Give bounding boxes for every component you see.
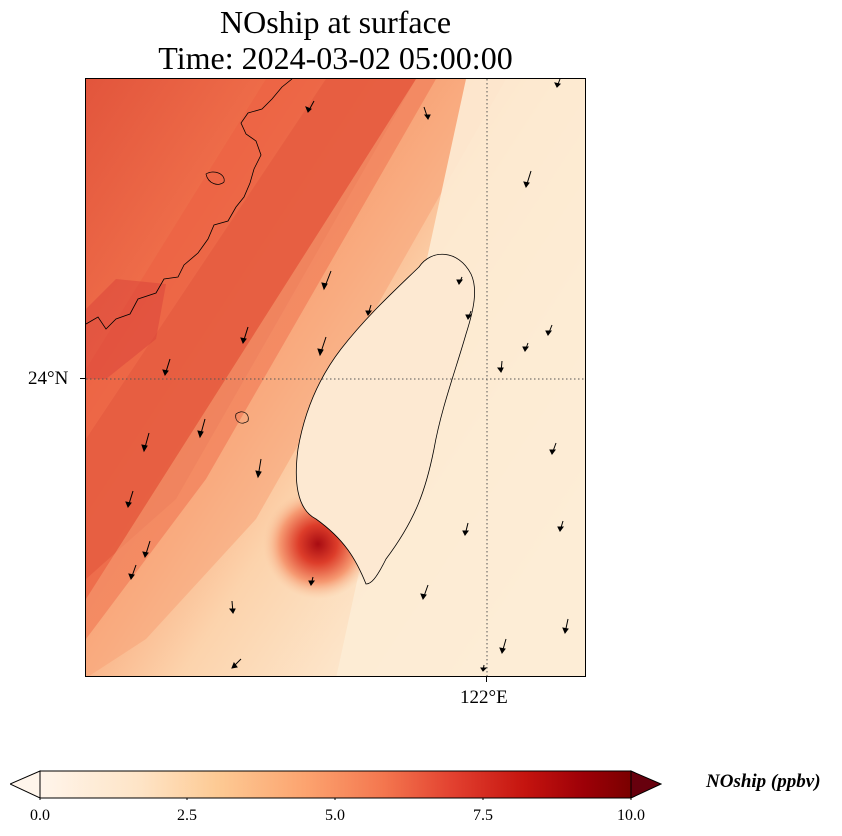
wind-arrow [423, 106, 431, 120]
wind-arrow [365, 304, 372, 316]
wind-arrow [142, 540, 151, 559]
colorbar-tick-label: 2.5 [177, 807, 197, 824]
colorbar-tick-label: 10.0 [617, 807, 645, 824]
map-panel [85, 78, 586, 677]
colorbar-tick-label: 0.0 [30, 807, 50, 824]
wind-arrow [465, 310, 472, 320]
wind-arrow [197, 418, 206, 439]
lon-tick [486, 677, 487, 682]
wind-arrow [545, 324, 553, 336]
colorbar [10, 770, 662, 800]
colorbar-body [39, 770, 632, 799]
wind-arrow [162, 358, 171, 377]
lon-label: 122°E [460, 687, 508, 708]
wind-arrow [229, 600, 236, 614]
wind-arrow [321, 270, 332, 291]
wind-arrow [499, 638, 507, 655]
wind-arrow [305, 100, 315, 113]
wind-arrow [125, 490, 134, 509]
wind-arrow [462, 522, 469, 536]
wind-arrow [128, 564, 137, 581]
wind-vectors [125, 79, 569, 672]
wind-arrow [497, 360, 504, 373]
title-line-1: NOship at surface [219, 4, 452, 40]
plume-patch [86, 279, 166, 379]
wind-arrow [557, 520, 564, 532]
wind-arrow [308, 576, 315, 586]
plume-edge [86, 79, 506, 676]
wind-arrow [141, 432, 150, 453]
plume-core [86, 79, 416, 579]
colorbar-label: NOship (ppbv) [706, 771, 821, 792]
penghu-islands [235, 411, 249, 424]
mainland-coastline [86, 79, 293, 330]
wind-arrow [317, 336, 327, 357]
colorbar-tick-label: 5.0 [325, 807, 345, 824]
map-title: NOship at surface Time: 2024-03-02 05:00… [85, 4, 586, 76]
wind-arrow [549, 442, 557, 455]
wind-arrow [554, 79, 562, 88]
wind-arrow [523, 170, 532, 189]
wind-arrow [480, 664, 488, 672]
wind-arrow [562, 618, 569, 635]
lat-tick [80, 378, 85, 379]
taiwan-coastline [295, 253, 476, 585]
wind-arrow [231, 658, 242, 669]
concentration-field [86, 79, 585, 676]
title-line-2: Time: 2024-03-02 05:00:00 [158, 40, 513, 76]
wind-arrow [240, 326, 249, 345]
wind-arrow [456, 276, 463, 285]
colorbar-min-extend [10, 770, 41, 799]
wind-arrow [255, 458, 262, 479]
wind-arrow [522, 342, 529, 352]
lat-label: 24°N [28, 368, 69, 389]
wind-arrow [420, 584, 429, 601]
colorbar-tick-label: 7.5 [473, 807, 493, 824]
colorbar-max-extend [630, 770, 662, 799]
island-outline [205, 171, 225, 185]
